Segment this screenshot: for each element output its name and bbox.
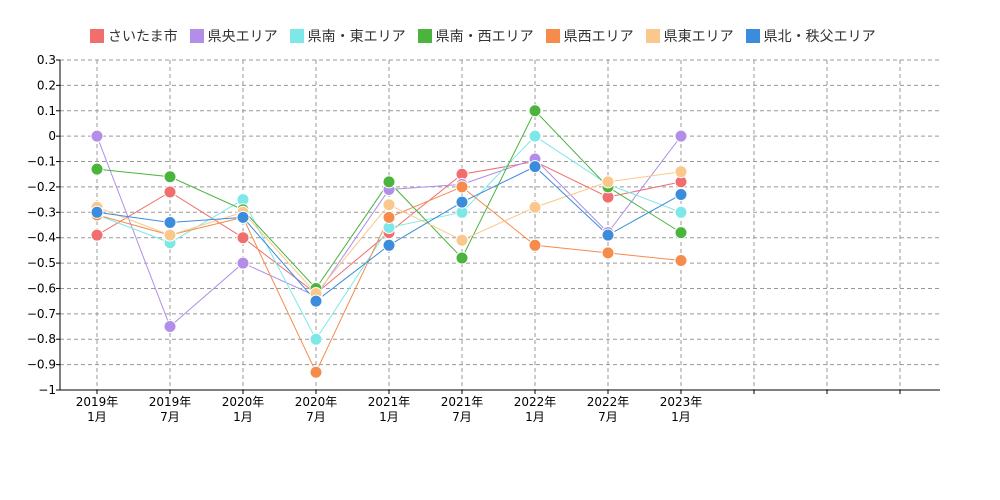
data-point — [601, 228, 615, 242]
x-tick-label: 1月 — [525, 410, 545, 424]
y-tick-label: 0.3 — [37, 53, 56, 67]
data-point — [236, 210, 250, 224]
data-point — [528, 200, 542, 214]
data-point — [674, 165, 688, 179]
y-tick-label: −0.1 — [27, 155, 56, 169]
x-tick-label: 2022年 — [514, 395, 557, 409]
data-point — [528, 238, 542, 252]
legend-item[interactable]: 県南・東エリア — [289, 26, 406, 46]
data-point — [163, 170, 177, 184]
data-point — [382, 238, 396, 252]
x-tick-label: 2023年 — [660, 395, 703, 409]
data-point — [163, 185, 177, 199]
legend-item[interactable]: 県北・秩父エリア — [745, 26, 876, 46]
legend-item[interactable]: 県南・西エリア — [417, 26, 534, 46]
legend-item[interactable]: 県央エリア — [189, 26, 278, 46]
y-tick-label: −0.6 — [27, 281, 56, 295]
y-tick-label: −0.8 — [27, 332, 56, 346]
data-point — [90, 205, 104, 219]
series-points — [90, 104, 688, 379]
data-point — [528, 160, 542, 174]
data-point — [163, 215, 177, 229]
data-point — [674, 129, 688, 143]
data-point — [528, 129, 542, 143]
legend-label: さいたま市 — [108, 29, 178, 45]
legend-swatch — [90, 29, 104, 43]
grid — [60, 59, 940, 390]
legend-item[interactable]: 県西エリア — [545, 26, 634, 46]
x-tick-label: 2021年 — [368, 395, 411, 409]
x-tick-label: 2022年 — [587, 395, 630, 409]
legend-swatch — [189, 29, 204, 43]
y-tick-label: −1 — [38, 383, 56, 397]
data-point — [382, 198, 396, 212]
data-point — [90, 129, 104, 143]
data-point — [90, 228, 104, 242]
x-tick-label: 7月 — [452, 410, 472, 424]
data-point — [455, 251, 469, 265]
y-tick-label: 0.1 — [37, 104, 56, 118]
x-tick-label: 7月 — [160, 410, 180, 424]
axes — [56, 59, 940, 394]
legend-swatch — [745, 29, 760, 43]
data-point — [455, 195, 469, 209]
legend-label: 県南・西エリア — [435, 29, 534, 45]
data-point — [163, 320, 177, 334]
legend-item[interactable]: さいたま市 — [90, 26, 178, 46]
legend-label: 県北・秩父エリア — [763, 29, 876, 45]
y-tick-label: −0.9 — [27, 358, 56, 372]
data-point — [236, 256, 250, 270]
data-point — [674, 254, 688, 268]
x-tick-label: 2019年 — [76, 395, 119, 409]
data-point — [674, 205, 688, 219]
data-point — [309, 365, 323, 379]
data-point — [674, 226, 688, 240]
x-tick-label: 1月 — [233, 410, 253, 424]
legend-label: 県東エリア — [663, 29, 734, 45]
data-point — [163, 228, 177, 242]
x-tick-label: 2020年 — [295, 395, 338, 409]
data-point — [309, 294, 323, 308]
y-tick-label: −0.2 — [27, 180, 56, 194]
legend-label: 県央エリア — [207, 29, 278, 45]
legend-item[interactable]: 県東エリア — [645, 26, 734, 46]
legend-swatch — [289, 29, 304, 43]
x-tick-label: 7月 — [306, 410, 326, 424]
y-tick-label: −0.4 — [27, 231, 56, 245]
x-tick-label: 7月 — [598, 410, 618, 424]
data-point — [309, 332, 323, 346]
y-tick-label: 0 — [48, 129, 56, 143]
y-tick-label: −0.5 — [27, 256, 56, 270]
data-point — [528, 104, 542, 118]
y-tick-label: −0.7 — [27, 307, 56, 321]
x-tick-label: 1月 — [379, 410, 399, 424]
data-point — [455, 180, 469, 194]
legend-swatch — [417, 29, 432, 43]
data-point — [382, 210, 396, 224]
x-tick-label: 2019年 — [149, 395, 192, 409]
legend-label: 県西エリア — [563, 29, 634, 45]
x-tick-label: 1月 — [671, 410, 691, 424]
y-tick-label: 0.2 — [37, 78, 56, 92]
legend-label: 県南・東エリア — [307, 29, 406, 45]
y-tick-labels: 0.3 0.2 0.1 0 −0.1 −0.2 −0.3 −0.4 −0.5 −0.6 −0.7 −0… — [27, 53, 56, 397]
data-point — [455, 233, 469, 247]
legend-swatch — [645, 29, 660, 43]
data-point — [382, 175, 396, 189]
data-point — [90, 162, 104, 176]
y-tick-label: −0.3 — [27, 205, 56, 219]
data-point — [601, 246, 615, 260]
chart-legend: さいたま市 県央エリア 県南・東エリア 県南・西エリア 県西エリア 県東エリア 県北・秩父エ… — [90, 26, 876, 46]
x-tick-label: 2021年 — [441, 395, 484, 409]
legend-swatch — [545, 29, 560, 43]
data-point — [674, 188, 688, 202]
x-tick-label: 1月 — [87, 410, 107, 424]
x-tick-labels: 2019年1月2019年7月2020年1月2020年7月2021年1月2021年… — [76, 395, 703, 424]
data-point — [601, 175, 615, 189]
x-tick-label: 2020年 — [222, 395, 265, 409]
data-point — [236, 231, 250, 245]
